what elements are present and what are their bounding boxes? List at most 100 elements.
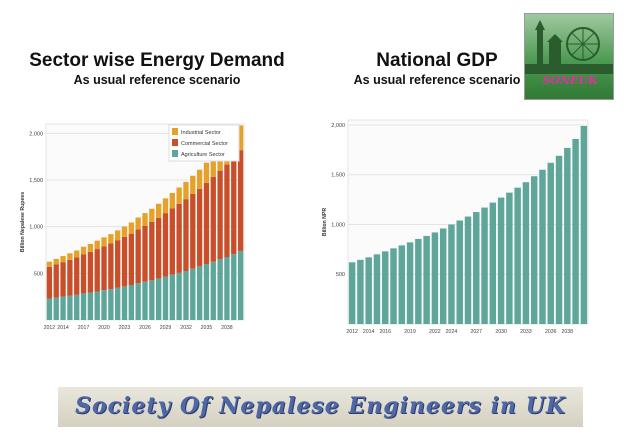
chart1-bar-commercial-sector-2018 <box>87 251 94 293</box>
chart1-bar-commercial-sector-2017 <box>80 254 87 294</box>
chart1-bar-industrial-sector-2035 <box>203 162 210 183</box>
chart1-bar-industrial-sector-2033 <box>190 175 196 194</box>
chart1-bar-agriculture-sector-2029 <box>162 276 169 320</box>
chart1-bar-industrial-sector-2012 <box>46 261 53 267</box>
chart2-xtick-label: 2024 <box>446 329 458 335</box>
chart2-ytick-label: 2,000 <box>331 123 345 129</box>
chart2-bar-gdp-2016 <box>382 251 389 324</box>
chart2-xtick-label: 2033 <box>520 329 532 335</box>
chart1-xtick-label: 2038 <box>221 325 233 331</box>
chart2-xtick-label: 2038 <box>562 329 574 335</box>
chart1-bar-industrial-sector-2023 <box>121 226 128 237</box>
chart1-bar-agriculture-sector-2028 <box>155 278 162 320</box>
chart2-bar-gdp-2017 <box>390 248 397 324</box>
chart1-bar-agriculture-sector-2025 <box>135 283 141 320</box>
chart1-xtick-label: 2012 <box>44 325 56 331</box>
logo-skyline-icon <box>525 20 613 74</box>
chart1-bar-agriculture-sector-2039 <box>231 254 237 320</box>
chart1-bar-agriculture-sector-2036 <box>210 261 216 320</box>
national-gdp-svg: 500 1,000 1,500 2,000 2012 2014 2016 2019 2022 20… <box>322 119 589 335</box>
chart2-ytick-label: 500 <box>336 272 345 278</box>
chart1-y-axis-label: Billion Nepalese Rupees <box>20 192 26 252</box>
chart1-bar-industrial-sector-2019 <box>94 240 100 250</box>
chart1-bar-industrial-sector-2031 <box>176 187 182 204</box>
chart2-bar-gdp-2012 <box>348 262 356 324</box>
soneuk-logo: SONEUK <box>524 13 614 100</box>
chart1-bar-commercial-sector-2013 <box>53 264 59 298</box>
chart2-xtick-label: 2027 <box>471 329 483 335</box>
chart2-bar-gdp-2029 <box>489 202 497 324</box>
chart2-bar-gdp-2028 <box>481 207 488 324</box>
chart2-bar-gdp-2030 <box>497 197 505 324</box>
chart1-bar-agriculture-sector-2038 <box>224 257 230 320</box>
chart1-bar-agriculture-sector-2032 <box>183 271 189 320</box>
chart2-xtick-label: 2014 <box>363 329 375 335</box>
chart2-bar-gdp-2024 <box>448 224 455 324</box>
society-banner: Society Of Nepalese Engineers in UK <box>58 387 583 427</box>
chart1-bar-agriculture-sector-2040 <box>237 250 244 320</box>
chart1-ytick-label: 1,500 <box>29 178 43 184</box>
chart2-xtick-label: 2019 <box>404 329 416 335</box>
gdp-chart-subtitle: As usual reference scenario <box>353 73 521 87</box>
chart1-bar-agriculture-sector-2019 <box>94 291 100 320</box>
chart1-bar-agriculture-sector-2037 <box>217 259 223 320</box>
chart2-bar-gdp-2032 <box>514 187 521 324</box>
chart1-bar-agriculture-sector-2026 <box>142 281 148 320</box>
chart1-bar-commercial-sector-2033 <box>190 194 196 269</box>
chart1-legend-label: Agriculture Sector <box>181 152 225 158</box>
chart2-bar-gdp-2015 <box>373 254 381 324</box>
chart2-xtick-label: 2036 <box>545 329 557 335</box>
national-gdp-chart: 500 1,000 1,500 2,000 2012 2014 2016 2019 2022 20… <box>312 112 595 343</box>
chart1-xtick-label: 2020 <box>98 325 110 331</box>
chart1-bar-agriculture-sector-2018 <box>87 292 94 320</box>
chart2-bar-gdp-2034 <box>530 176 538 324</box>
chart1-bar-agriculture-sector-2024 <box>128 285 135 320</box>
chart1-bar-industrial-sector-2034 <box>196 169 203 189</box>
chart1-legend-swatch <box>172 150 178 157</box>
chart1-bar-industrial-sector-2022 <box>115 230 121 241</box>
chart1-bar-commercial-sector-2025 <box>135 229 141 284</box>
logo-text: SONEUK <box>542 74 598 87</box>
chart1-xtick-label: 2014 <box>57 325 69 331</box>
chart1-bar-industrial-sector-2013 <box>53 258 59 265</box>
chart1-bar-industrial-sector-2018 <box>87 243 94 252</box>
chart2-xtick-label: 2030 <box>495 329 507 335</box>
chart1-bar-agriculture-sector-2016 <box>74 294 80 320</box>
banner-text: Society Of Nepalese Engineers in UK <box>75 393 566 419</box>
chart1-bar-commercial-sector-2037 <box>217 170 223 260</box>
chart1-bar-agriculture-sector-2035 <box>203 264 210 320</box>
chart2-xtick-label: 2016 <box>379 329 391 335</box>
chart2-bar-gdp-2036 <box>547 162 554 324</box>
chart2-y-axis-label: Billion NPR <box>322 208 328 236</box>
chart2-bar-gdp-2039 <box>572 138 579 324</box>
chart1-bar-industrial-sector-2029 <box>162 198 169 214</box>
chart2-bar-gdp-2027 <box>473 212 480 324</box>
chart1-bar-commercial-sector-2039 <box>231 157 237 255</box>
chart1-legend-box <box>168 124 240 162</box>
chart2-bar-gdp-2031 <box>506 192 513 324</box>
chart2-bar-gdp-2033 <box>522 182 530 324</box>
chart1-bar-commercial-sector-2030 <box>169 208 175 275</box>
chart1-legend-swatch <box>172 139 178 146</box>
chart1-bar-industrial-sector-2026 <box>142 213 148 226</box>
chart2-bar-gdp-2014 <box>365 257 372 324</box>
chart1-bar-agriculture-sector-2023 <box>121 286 128 320</box>
chart1-bar-industrial-sector-2036 <box>210 155 216 177</box>
chart2-bar-gdp-2019 <box>406 242 414 324</box>
chart1-bar-agriculture-sector-2033 <box>190 268 196 320</box>
chart1-bar-industrial-sector-2028 <box>155 203 162 218</box>
energy-demand-svg: 500 1,000 1,500 2,000 2012 2014 2017 2020 2023 20… <box>20 123 245 331</box>
chart1-bar-agriculture-sector-2012 <box>46 298 53 320</box>
chart2-bar-gdp-2040 <box>580 125 588 324</box>
chart1-bar-commercial-sector-2038 <box>224 164 230 257</box>
gdp-chart-title: National GDP <box>376 50 498 71</box>
chart1-bar-agriculture-sector-2030 <box>169 274 175 320</box>
chart2-ytick-label: 1,500 <box>331 173 345 179</box>
chart2-xtick-label: 2012 <box>346 329 358 335</box>
energy-demand-chart: 500 1,000 1,500 2,000 2012 2014 2017 2020 2023 20… <box>18 118 248 342</box>
chart1-bar-commercial-sector-2035 <box>203 182 210 264</box>
chart1-bar-industrial-sector-2024 <box>128 222 135 234</box>
chart1-bar-commercial-sector-2027 <box>149 222 155 281</box>
chart1-bar-commercial-sector-2034 <box>196 188 203 267</box>
chart1-bar-industrial-sector-2014 <box>60 256 66 263</box>
